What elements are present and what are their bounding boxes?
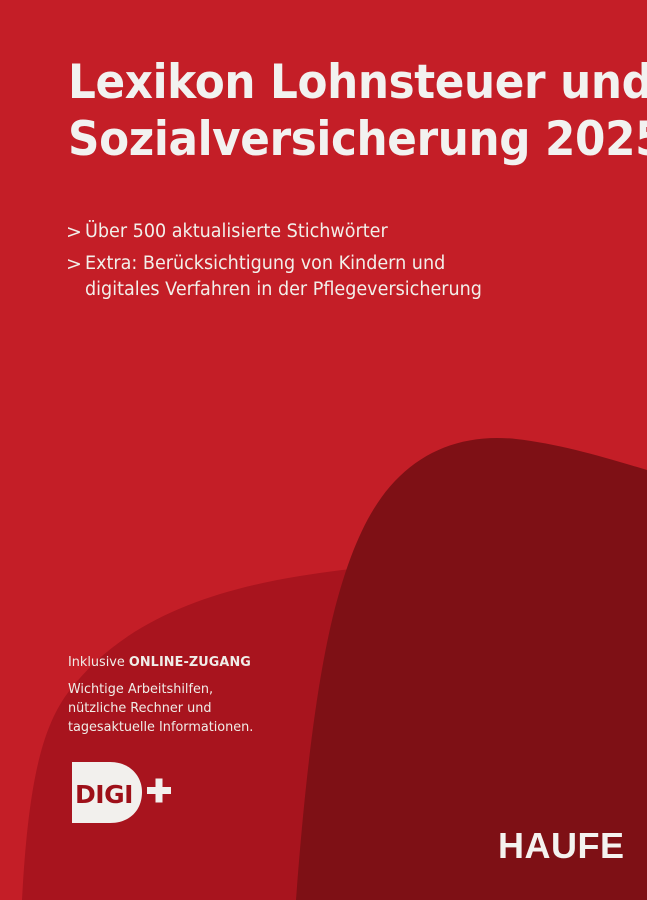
online-access-block: Inklusive ONLINE-ZUGANG Wichtige Arbeits… <box>68 653 328 737</box>
shape-dark-red <box>296 437 647 900</box>
online-access-line-3: tagesaktuelle Informationen. <box>68 719 254 735</box>
haufe-logo: HAUFE <box>498 825 625 866</box>
page-title: Lexikon Lohnsteuer und Sozialversicherun… <box>68 54 647 168</box>
bullet-text-2: Extra: Berücksichtigung von Kindern und … <box>85 251 482 303</box>
online-access-description: Wichtige Arbeitshilfen, nützliche Rechne… <box>68 680 315 737</box>
bullet-line: Extra: Berücksichtigung von Kindern und <box>85 253 446 274</box>
feature-bullet-list: > Über 500 aktualisierte Stichwörter > E… <box>66 219 536 309</box>
digi-d-shape <box>72 762 142 823</box>
bullet-line: Über 500 aktualisierte Stichwörter <box>85 221 388 242</box>
haufe-wordmark: HAUFE <box>498 825 625 866</box>
title-line-2: Sozialversicherung 2025 <box>68 112 647 167</box>
chevron-right-icon: > <box>66 253 82 275</box>
list-item: > Über 500 aktualisierte Stichwörter <box>66 219 536 245</box>
online-access-emphasis: ONLINE-ZUGANG <box>128 654 251 670</box>
digi-plus-logo: DIGI <box>70 760 174 828</box>
plus-icon <box>147 778 171 803</box>
bullet-line: digitales Verfahren in der Pflegeversich… <box>85 279 482 300</box>
online-access-line-2: nützliche Rechner und <box>68 700 212 716</box>
digi-wordmark: DIGI <box>75 780 133 809</box>
online-access-heading: Inklusive ONLINE-ZUGANG <box>68 653 315 671</box>
online-access-line-1: Wichtige Arbeitshilfen, <box>68 681 214 697</box>
chevron-right-icon: > <box>66 221 82 243</box>
list-item: > Extra: Berücksichtigung von Kindern un… <box>66 251 536 303</box>
bullet-text-1: Über 500 aktualisierte Stichwörter <box>85 219 388 245</box>
digi-plus-logo-icon: DIGI <box>72 762 171 823</box>
title-line-1: Lexikon Lohnsteuer und <box>68 55 647 110</box>
online-access-prefix: Inklusive <box>68 654 129 670</box>
